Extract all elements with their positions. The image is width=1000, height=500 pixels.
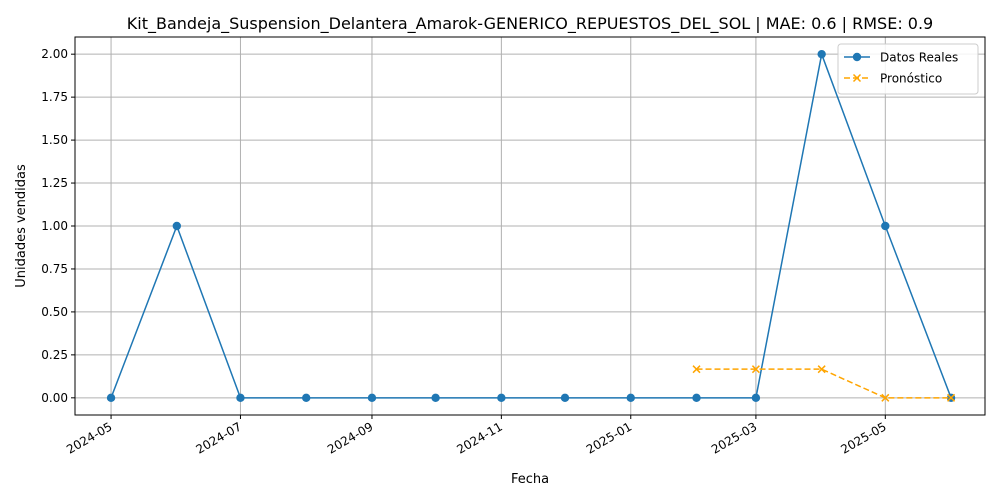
data-point	[692, 393, 701, 403]
x-tick-label: 2024-11	[454, 419, 504, 456]
x-tick-label: 2025-03	[709, 419, 759, 456]
data-point	[236, 393, 245, 403]
data-point	[431, 393, 440, 403]
x-tick-label: 2024-09	[325, 419, 375, 456]
data-point	[626, 393, 635, 403]
data-point	[302, 393, 311, 403]
y-tick-label: 0.25	[41, 348, 68, 362]
legend-label: Datos Reales	[880, 51, 958, 65]
y-tick-label: 2.00	[41, 47, 68, 61]
legend-label: Pronóstico	[880, 72, 942, 86]
chart-title: Kit_Bandeja_Suspension_Delantera_Amarok-…	[127, 14, 933, 34]
y-tick-label: 0.00	[41, 391, 68, 405]
legend: Datos Reales Pronóstico	[837, 43, 979, 95]
data-point	[172, 221, 182, 231]
data-point	[881, 393, 890, 402]
series-forecast	[692, 365, 956, 402]
grid-lines	[75, 37, 985, 415]
data-point	[751, 365, 760, 374]
plot-series	[106, 49, 956, 403]
x-tick-label: 2024-07	[194, 419, 244, 456]
data-point	[367, 393, 377, 403]
y-tick-label: 1.00	[41, 219, 68, 233]
data-point	[947, 393, 956, 402]
data-point	[817, 49, 826, 59]
legend-box	[837, 43, 979, 95]
x-axis-label: Fecha	[511, 472, 549, 487]
series-line	[696, 368, 952, 399]
data-point	[817, 365, 826, 374]
data-point	[497, 393, 506, 403]
x-tick-label: 2025-05	[838, 419, 888, 456]
series-line	[110, 51, 952, 399]
y-tick-label: 0.75	[41, 262, 68, 276]
data-point	[751, 393, 761, 403]
y-axis: 0.00 0.25 0.50 0.75 1.00 1.25 1.50 1.75 2.00	[41, 47, 75, 405]
data-point	[692, 365, 701, 374]
legend-marker	[852, 52, 862, 62]
y-axis-label: Unidades vendidas	[14, 164, 29, 288]
x-axis: 2024-05 2024-07 2024-09 2024-11 2025-01 2025-…	[64, 415, 889, 457]
data-point	[881, 221, 890, 231]
y-tick-label: 1.50	[41, 133, 68, 147]
y-tick-label: 0.50	[41, 305, 68, 319]
data-point	[106, 393, 116, 403]
data-point	[560, 393, 570, 403]
x-tick-label: 2025-01	[584, 419, 634, 456]
x-tick-label: 2024-05	[64, 419, 114, 456]
y-tick-label: 1.75	[41, 90, 68, 104]
legend-marker	[852, 73, 862, 83]
y-tick-label: 1.25	[41, 176, 68, 190]
